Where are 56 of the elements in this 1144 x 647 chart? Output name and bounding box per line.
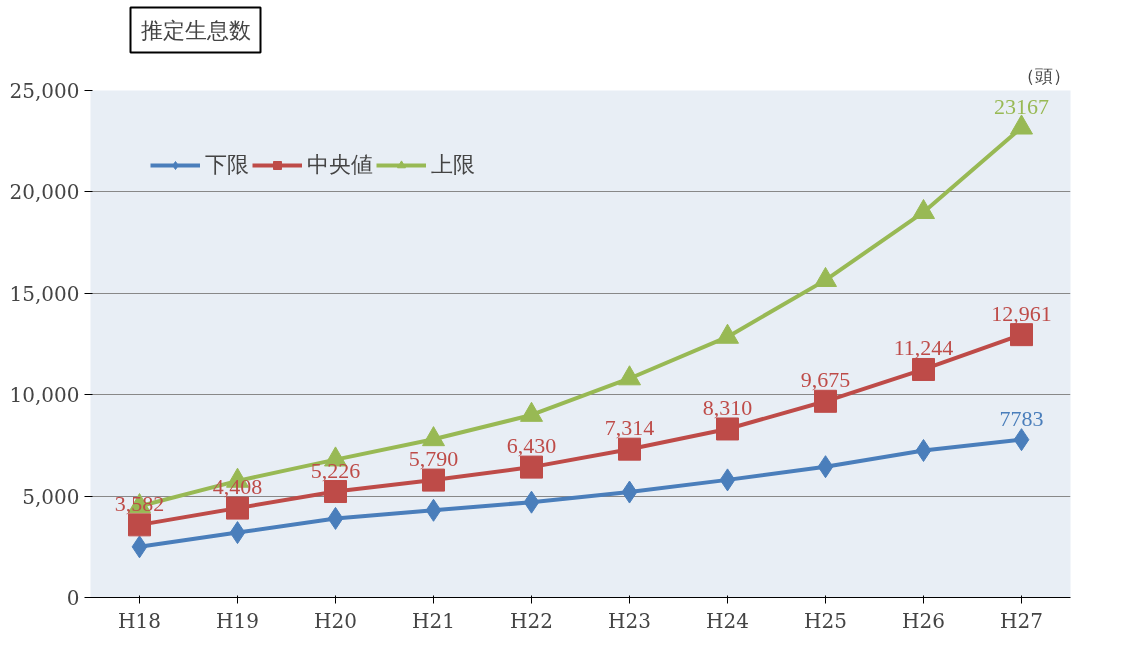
y-tick-label: 20,000 [9, 180, 80, 205]
point [915, 438, 932, 462]
text: （頭） [1016, 64, 1071, 86]
data-label: 8,310 [702, 394, 753, 420]
point [618, 365, 641, 386]
data-label: 7783 [999, 405, 1044, 431]
point [817, 455, 834, 479]
point [422, 468, 445, 492]
x-tick-label: H24 [706, 608, 749, 633]
data-label: 5,790 [408, 446, 459, 472]
point [324, 480, 347, 504]
point [226, 496, 249, 520]
data-label: 6,430 [506, 433, 557, 459]
point [912, 357, 935, 381]
point [131, 535, 148, 559]
y-tick-label: 10,000 [9, 383, 80, 408]
point [523, 490, 540, 514]
point [618, 437, 641, 461]
chart-title: 推定生息数 [140, 17, 251, 43]
point [327, 506, 344, 530]
x-tick-label: H18 [118, 608, 161, 633]
legend-label: 下限 [205, 151, 249, 179]
legend-label: 中央値 [307, 151, 373, 179]
x-tick-label: H25 [804, 608, 847, 633]
y-tick-label: 5,000 [22, 484, 80, 509]
x-tick-label: H23 [608, 608, 651, 633]
data-label: 11,244 [893, 335, 954, 361]
x-tick-label: H21 [412, 608, 455, 633]
data-label: 7,314 [604, 415, 655, 441]
x-tick-label: H19 [216, 608, 259, 633]
point [716, 323, 739, 344]
point [912, 198, 935, 220]
y-tick-label: 25,000 [9, 79, 80, 103]
data-label: 23167 [994, 93, 1049, 119]
point [716, 417, 739, 441]
point [719, 468, 736, 492]
x-tick-label: H22 [510, 608, 553, 633]
point [425, 498, 442, 522]
point [814, 266, 837, 287]
x-tick-label: H26 [902, 608, 945, 633]
data-label: 9,675 [800, 367, 851, 393]
data-label: 5,226 [310, 457, 361, 483]
point [814, 389, 837, 413]
point [1010, 323, 1033, 347]
point [621, 480, 638, 504]
y-tick-label: 0 [66, 586, 80, 610]
point [229, 521, 246, 545]
point [1010, 114, 1033, 135]
data-label: 12,961 [991, 300, 1052, 326]
point [128, 513, 151, 537]
x-tick-label: H20 [314, 608, 357, 633]
point [1013, 428, 1030, 452]
point [520, 455, 543, 479]
y-tick-label: 15,000 [9, 281, 80, 306]
legend-label: 上限 [431, 151, 475, 179]
x-tick-label: H27 [1000, 608, 1043, 633]
